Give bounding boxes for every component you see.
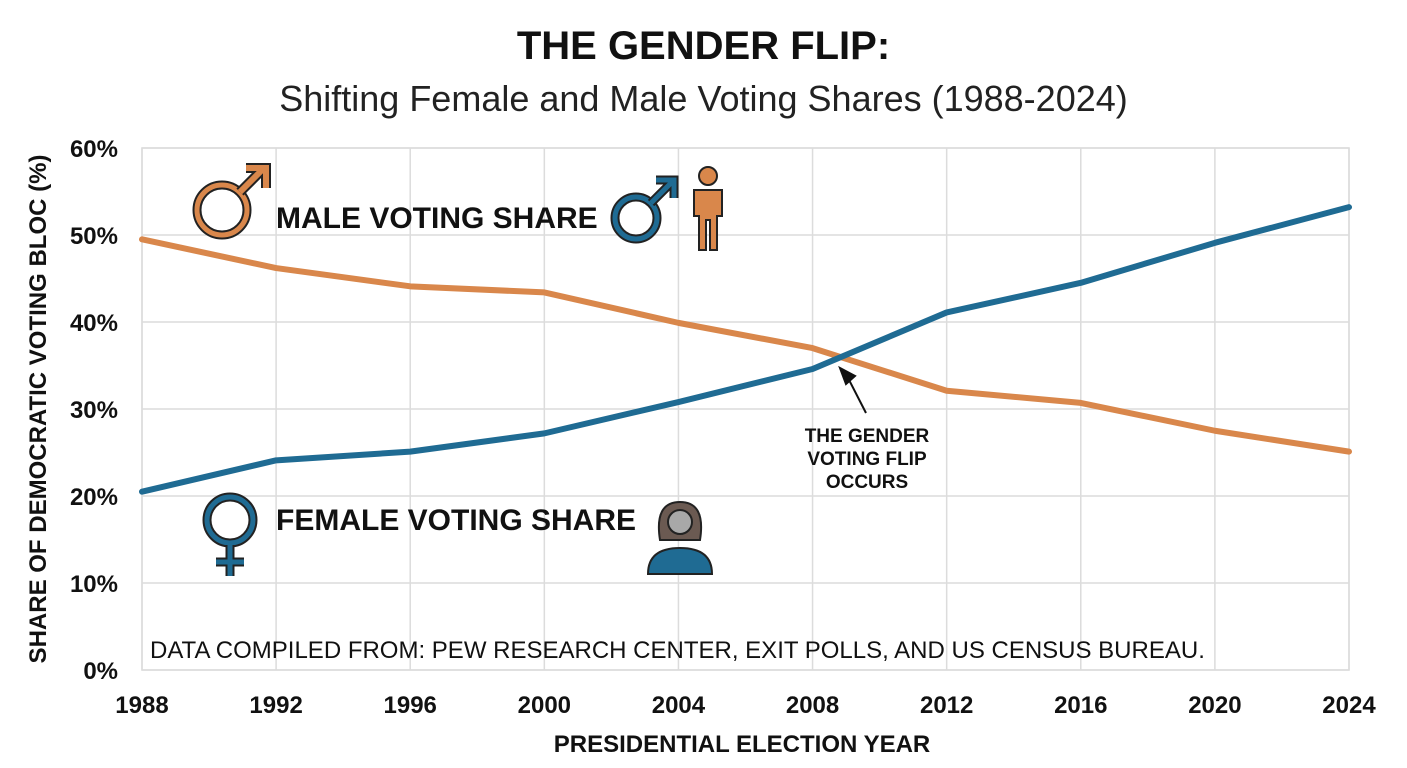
annotation-line-2: VOTING FLIP bbox=[807, 449, 927, 470]
chart-title: THE GENDER FLIP: bbox=[516, 24, 891, 68]
y-tick-label: 20% bbox=[70, 484, 118, 511]
male-person-icon bbox=[693, 166, 723, 251]
y-axis-label: SHARE OF DEMOCRATIC VOTING BLOC (%) bbox=[25, 155, 52, 664]
annotation-line-1: THE GENDER bbox=[805, 426, 930, 447]
series-line-female bbox=[139, 204, 1352, 495]
chart-subtitle: Shifting Female and Male Voting Shares (… bbox=[279, 78, 1128, 119]
male-symbol-icon bbox=[192, 163, 271, 240]
y-tick-label: 30% bbox=[70, 397, 118, 424]
x-tick-label: 2004 bbox=[652, 692, 706, 719]
x-tick-label: 1992 bbox=[249, 692, 302, 719]
x-axis-label: PRESIDENTIAL ELECTION YEAR bbox=[554, 731, 931, 758]
x-tick-label: 2024 bbox=[1322, 692, 1376, 719]
annotation-arrow-icon bbox=[838, 365, 867, 414]
x-tick-label: 2012 bbox=[920, 692, 973, 719]
y-tick-label: 40% bbox=[70, 310, 118, 337]
x-tick-label: 2000 bbox=[518, 692, 571, 719]
series-line-male bbox=[139, 236, 1352, 455]
x-tick-label: 1988 bbox=[115, 692, 168, 719]
male-symbol-blue-icon bbox=[610, 175, 679, 244]
annotation: THE GENDER VOTING FLIP OCCURS bbox=[805, 365, 930, 493]
female-person-icon bbox=[646, 500, 714, 575]
male-series-label: MALE VOTING SHARE bbox=[276, 202, 598, 235]
y-tick-label: 50% bbox=[70, 223, 118, 250]
y-tick-label: 0% bbox=[83, 658, 118, 685]
female-series-label: FEMALE VOTING SHARE bbox=[276, 504, 636, 537]
y-tick-label: 60% bbox=[70, 136, 118, 163]
annotation-line-3: OCCURS bbox=[826, 472, 908, 493]
x-tick-label: 2008 bbox=[786, 692, 839, 719]
x-tick-label: 2020 bbox=[1188, 692, 1241, 719]
x-tick-label: 2016 bbox=[1054, 692, 1107, 719]
x-tick-label: 1996 bbox=[384, 692, 437, 719]
source-note: DATA COMPILED FROM: PEW RESEARCH CENTER,… bbox=[150, 637, 1205, 664]
y-tick-label: 10% bbox=[70, 571, 118, 598]
female-symbol-icon bbox=[202, 492, 258, 576]
